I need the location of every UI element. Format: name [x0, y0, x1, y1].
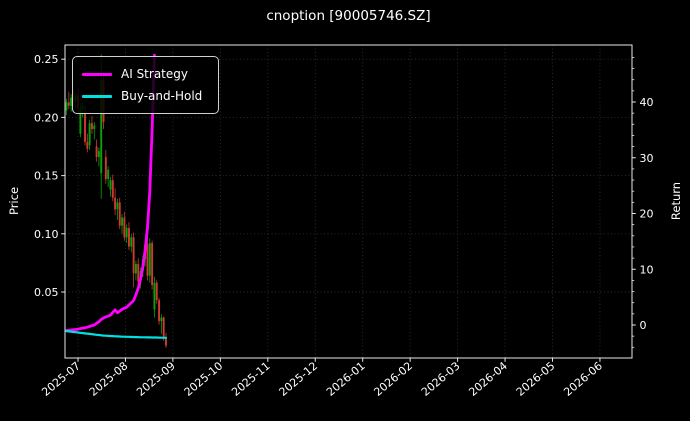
- date-tick-label: 2026-06: [561, 359, 605, 399]
- legend-label-ai-strategy: AI Strategy: [121, 67, 188, 81]
- candle-body: [130, 237, 133, 247]
- price-tick-label: 0.25: [34, 53, 59, 66]
- candle-body: [123, 217, 126, 238]
- date-tick-label: 2025-07: [39, 359, 83, 399]
- price-tick-label: 0.20: [34, 111, 59, 124]
- candle-body: [91, 123, 93, 130]
- date-tick-label: 2026-01: [324, 359, 368, 399]
- candle-body: [93, 125, 96, 130]
- price-tick-label: 0.15: [34, 170, 59, 183]
- return-axis-label: Return: [669, 181, 683, 221]
- date-tick-label: 2025-10: [182, 359, 226, 399]
- return-tick-label: 30: [640, 152, 654, 165]
- return-tick-label: 10: [640, 263, 654, 276]
- candle-body: [160, 317, 163, 322]
- return-tick-label: 20: [640, 208, 654, 221]
- legend: AI Strategy Buy-and-Hold: [72, 56, 220, 114]
- legend-item-buy-and-hold: Buy-and-Hold: [82, 87, 202, 105]
- date-tick-label: 2026-03: [419, 359, 463, 399]
- date-tick-label: 2025-09: [134, 359, 178, 399]
- grid-lines: [65, 45, 632, 358]
- candle-body: [111, 180, 114, 198]
- candle-body: [109, 180, 112, 190]
- price-tick-label: 0.10: [34, 228, 59, 241]
- return-tick-label: 40: [640, 96, 654, 109]
- candle-body: [79, 109, 82, 134]
- candle-body: [165, 337, 167, 346]
- candle-body: [132, 237, 135, 274]
- candle-body: [67, 102, 70, 106]
- date-tick-label: 2026-04: [466, 359, 510, 399]
- candle-body: [118, 202, 121, 226]
- candle-body: [155, 282, 158, 301]
- candle-body: [65, 102, 68, 111]
- candle-body: [158, 300, 161, 322]
- candle-body: [95, 146, 98, 157]
- date-tick-label: 2025-08: [87, 359, 131, 399]
- candle-body: [100, 80, 103, 174]
- candle-body: [88, 123, 91, 146]
- ai-strategy-line-swatch: [82, 72, 112, 76]
- legend-label-buy-and-hold: Buy-and-Hold: [121, 89, 203, 103]
- candle-body: [114, 197, 117, 210]
- candle-body: [148, 243, 151, 276]
- ai-strategy-line: [65, 53, 156, 333]
- price-axis-label: Price: [7, 186, 21, 216]
- candle-body: [134, 264, 137, 274]
- candle-body: [84, 112, 86, 142]
- price-tick-label: 0.05: [34, 286, 59, 299]
- candle-body: [86, 141, 89, 149]
- candle-body: [70, 97, 73, 106]
- candle-body: [116, 202, 119, 210]
- date-tick-label: 2026-02: [372, 359, 416, 399]
- legend-item-ai-strategy: AI Strategy: [82, 65, 202, 83]
- date-tick-label: 2026-05: [514, 359, 558, 399]
- date-tick-label: 2025-11: [229, 359, 273, 399]
- candle-body: [153, 282, 156, 310]
- candle-body: [104, 156, 107, 180]
- candle-body: [146, 244, 149, 276]
- candle-body: [121, 217, 123, 226]
- candle-body: [151, 243, 154, 286]
- candle-body: [137, 264, 140, 282]
- candle-body: [125, 227, 128, 238]
- candle-body: [97, 151, 100, 157]
- return-tick-label: 0: [640, 319, 647, 332]
- chart-title: cnoption [90005746.SZ]: [266, 8, 431, 24]
- plot-border: [64, 44, 633, 359]
- buy-and-hold-line-swatch: [82, 94, 112, 98]
- candle-body: [162, 317, 165, 338]
- candle-body: [107, 169, 110, 180]
- date-tick-label: 2025-12: [277, 359, 321, 399]
- candle-body: [128, 227, 130, 247]
- buy-and-hold-line: [65, 330, 168, 339]
